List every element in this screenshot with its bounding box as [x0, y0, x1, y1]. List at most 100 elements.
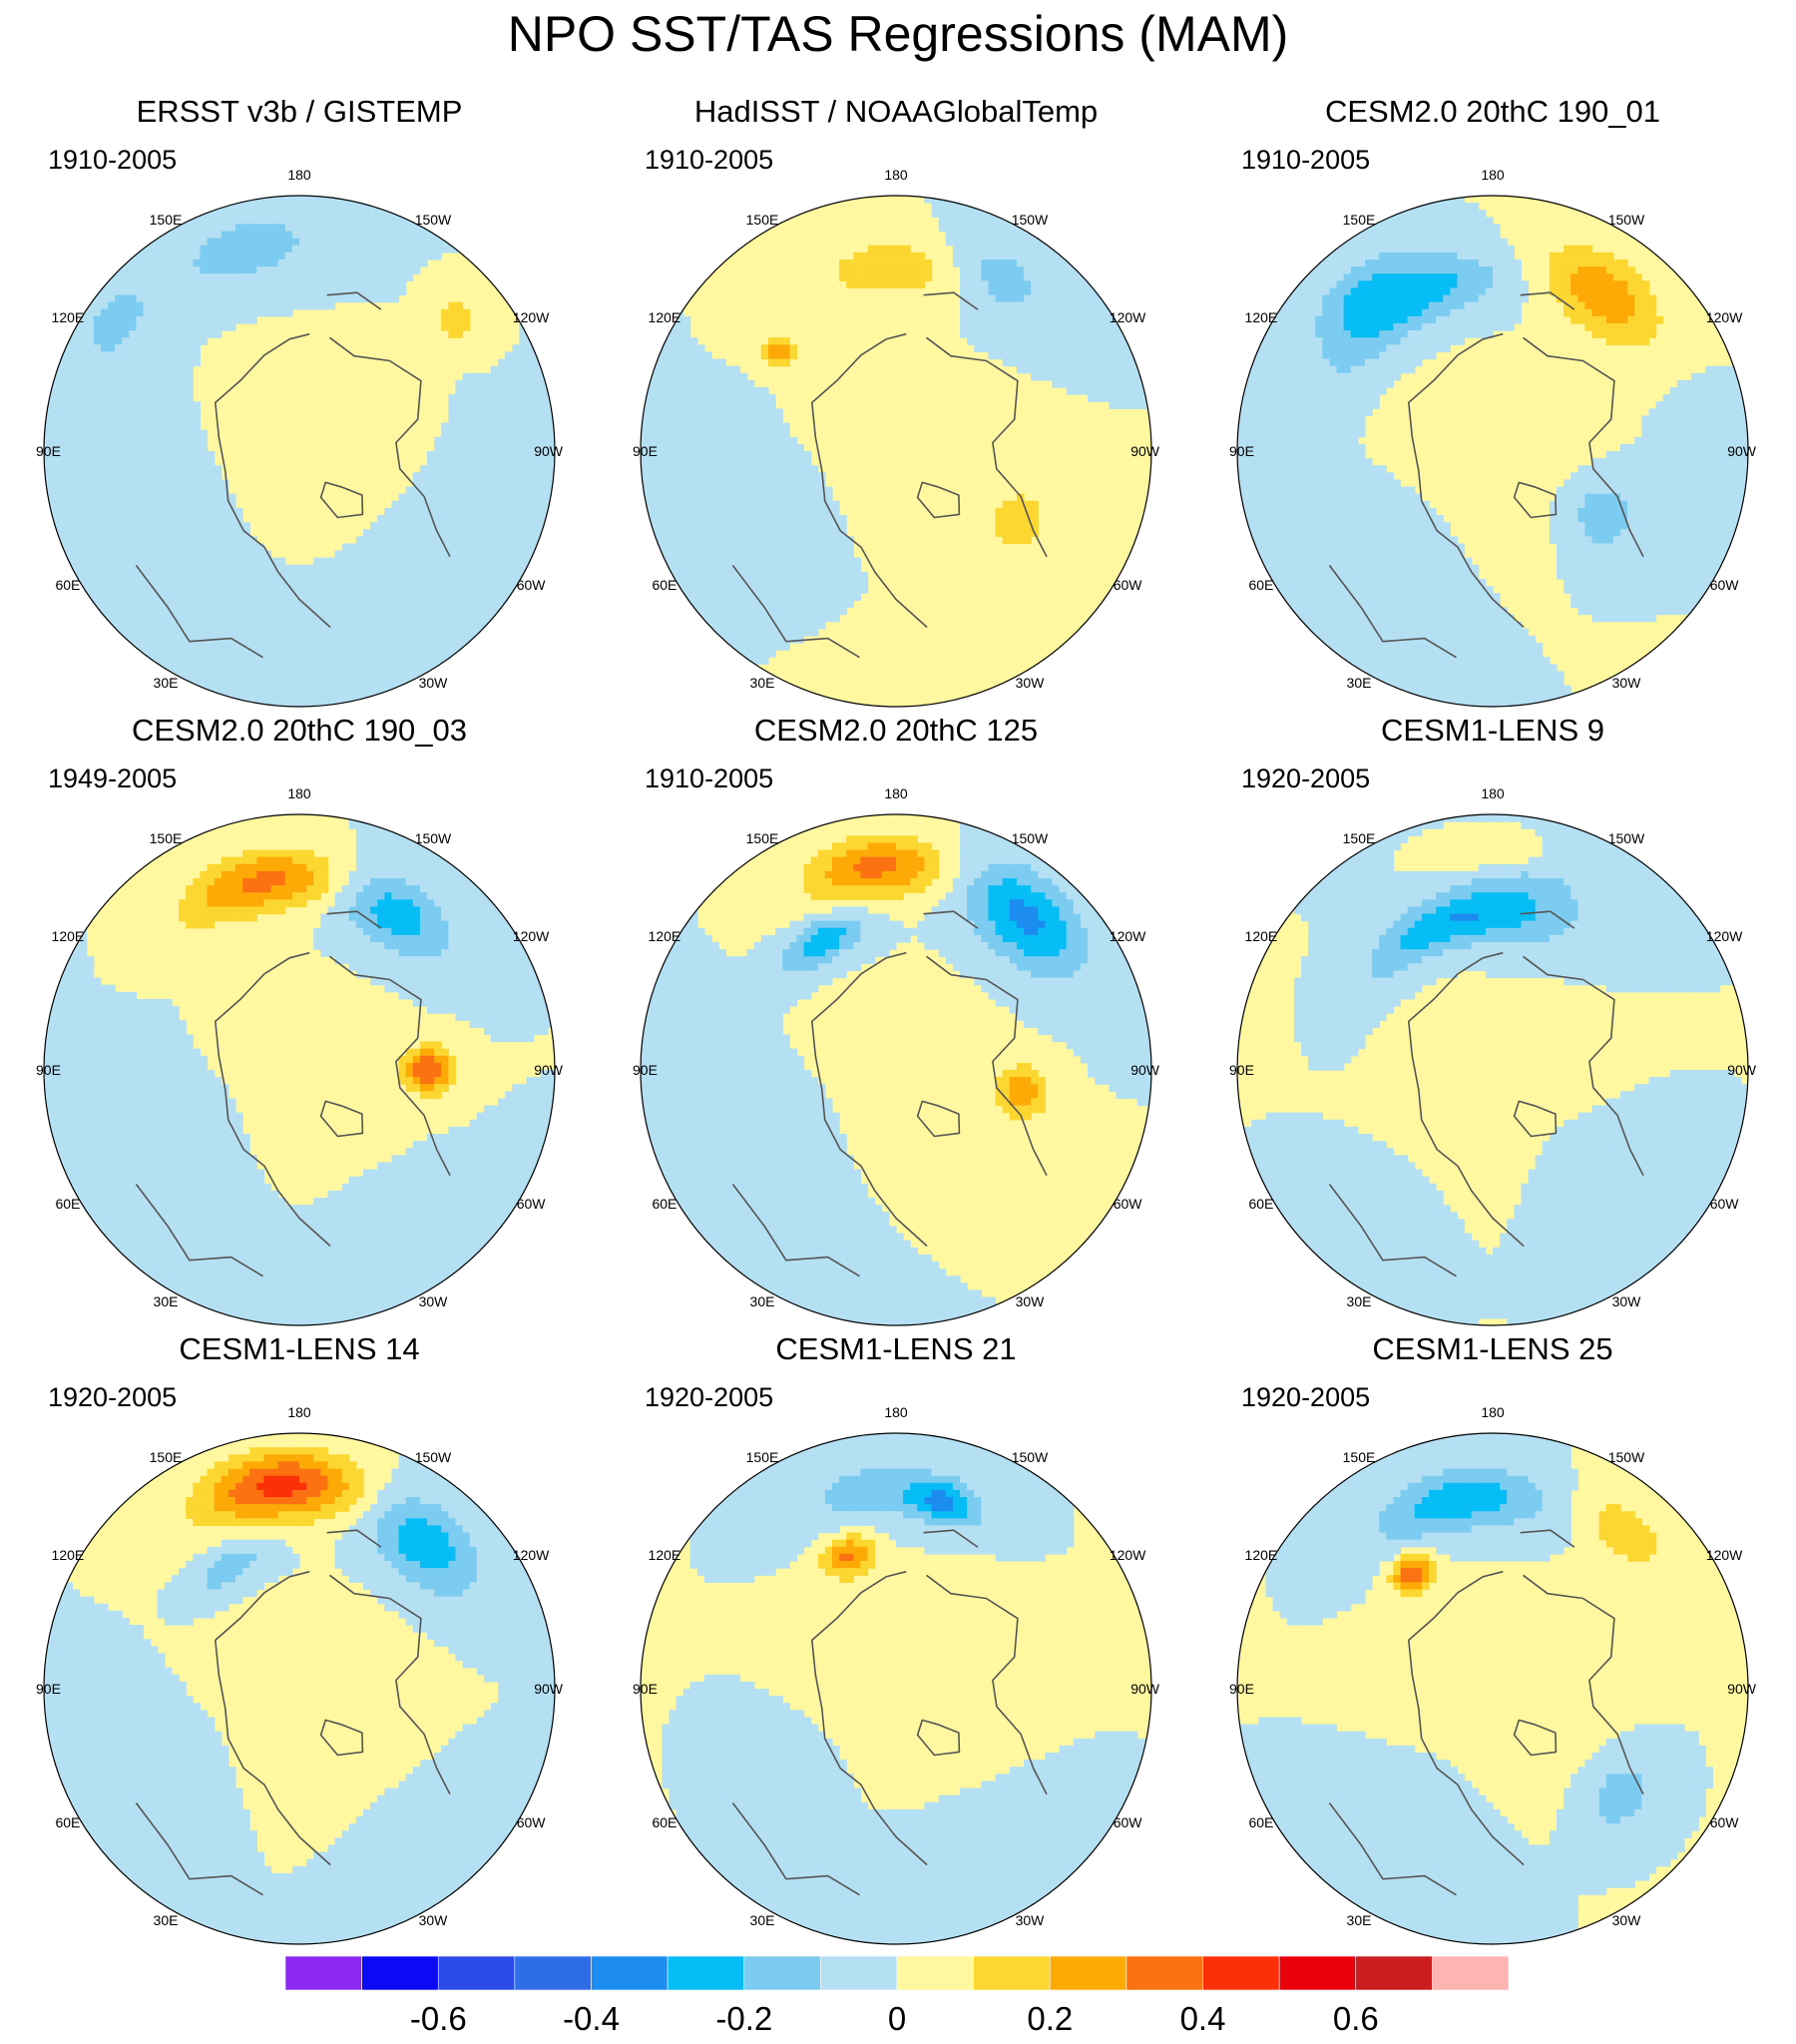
map-panel: CESM1-LENS 21 1920-2005 180 150E 120E 90E 60E 3…	[597, 1329, 1195, 1948]
longitude-label: 120W	[513, 309, 550, 325]
colorbar-swatch	[1049, 1956, 1127, 1991]
panel-period: 1920-2005	[48, 1381, 177, 1413]
longitude-label: 60W	[517, 1196, 547, 1212]
map-panel: ERSST v3b / GISTEMP 1910-2005 180 150E 120E 9…	[0, 92, 599, 711]
colorbar-tick-label: 0.2	[1027, 2000, 1073, 2037]
map-panel: CESM2.0 20thC 190_03 1949-2005 180 150E 120E…	[0, 711, 599, 1329]
map-boundary	[1236, 813, 1749, 1326]
longitude-label: 30W	[1612, 1912, 1642, 1928]
panel-period: 1910-2005	[48, 144, 177, 176]
longitude-label: 180	[287, 167, 311, 183]
panel-title: CESM1-LENS 25	[1193, 1329, 1792, 1369]
colorbar-swatch	[284, 1956, 362, 1991]
regression-field	[44, 196, 555, 707]
longitude-label: 180	[1481, 1404, 1505, 1420]
polar-map: 180150E120E90E60E30E030W60W90W120W150W	[1229, 167, 1757, 708]
colorbar-swatch	[1355, 1956, 1433, 1991]
longitude-label: 150E	[746, 212, 779, 228]
panel-period: 1920-2005	[645, 1381, 773, 1413]
panel-title: CESM1-LENS 14	[0, 1329, 599, 1369]
panel-title: CESM2.0 20thC 190_03	[0, 711, 599, 751]
longitude-label: 30E	[154, 1912, 179, 1928]
longitude-label: 90W	[1130, 443, 1160, 459]
map-panel: HadISST / NOAAGlobalTemp 1910-2005 180 150E…	[597, 92, 1195, 711]
panel-title: CESM1-LENS 9	[1193, 711, 1792, 751]
colorbar-tick-label: -0.4	[563, 2000, 620, 2037]
longitude-label: 30E	[1347, 675, 1372, 691]
longitude-label: 120W	[1110, 928, 1146, 944]
longitude-label: 60W	[1710, 1196, 1740, 1212]
panel-period: 1920-2005	[1241, 1381, 1370, 1413]
longitude-label: 150E	[150, 1449, 183, 1465]
longitude-label: 120W	[1706, 309, 1743, 325]
polar-map: 180150E120E90E60E30E030W60W90W120W150W	[1229, 785, 1757, 1326]
colorbar-tick-label: 0.6	[1333, 2000, 1379, 2037]
longitude-label: 150W	[415, 212, 452, 228]
longitude-label: 90E	[1229, 1681, 1254, 1697]
longitude-label: 150E	[1343, 830, 1376, 846]
longitude-label: 90W	[534, 1062, 564, 1078]
longitude-label: 150W	[1012, 830, 1049, 846]
colorbar-swatch	[437, 1956, 516, 1991]
coastlines	[1328, 910, 1644, 1278]
longitude-label: 30W	[1612, 1293, 1642, 1309]
longitude-label: 30W	[419, 675, 449, 691]
regression-field	[1237, 196, 1748, 707]
longitude-label: 120E	[649, 1547, 681, 1563]
longitude-label: 30E	[750, 675, 775, 691]
longitude-label: 60E	[652, 577, 676, 593]
map-panel: CESM1-LENS 25 1920-2005 180 150E 120E 90E 60E 3…	[1193, 1329, 1792, 1948]
longitude-label: 120E	[649, 309, 681, 325]
longitude-label: 30E	[154, 675, 179, 691]
colorbar-swatch	[820, 1956, 898, 1991]
longitude-label: 150E	[1343, 1449, 1376, 1465]
longitude-label: 120W	[513, 928, 550, 944]
longitude-label: 30E	[750, 1293, 775, 1309]
colorbar-tick-label: 0.4	[1180, 2000, 1226, 2037]
longitude-label: 30W	[1612, 675, 1642, 691]
colorbar-swatch	[514, 1956, 592, 1991]
longitude-label: 180	[884, 1404, 908, 1420]
colorbar-swatch	[361, 1956, 439, 1991]
regression-field	[44, 1433, 555, 1944]
longitude-label: 30E	[750, 1912, 775, 1928]
longitude-label: 90W	[534, 1681, 564, 1697]
coastlines	[135, 1529, 451, 1896]
map-panel: CESM2.0 20thC 190_01 1910-2005 180 150E 120E…	[1193, 92, 1792, 711]
longitude-label: 30W	[419, 1293, 449, 1309]
longitude-label: 60W	[1114, 1196, 1143, 1212]
coastlines	[135, 291, 451, 659]
panel-title: HadISST / NOAAGlobalTemp	[597, 92, 1195, 132]
map-boundary	[43, 1432, 556, 1945]
regression-field	[641, 196, 1151, 707]
regression-field	[641, 1433, 1151, 1944]
longitude-label: 90E	[36, 443, 61, 459]
map-boundary	[1236, 1432, 1749, 1945]
longitude-label: 60E	[1248, 1814, 1273, 1830]
longitude-label: 60E	[652, 1814, 676, 1830]
colorbar-swatch	[667, 1956, 745, 1991]
longitude-label: 60W	[517, 577, 547, 593]
map-boundary	[43, 195, 556, 708]
panel-title: CESM2.0 20thC 125	[597, 711, 1195, 751]
map-panel: CESM1-LENS 14 1920-2005 180 150E 120E 90E 60E 3…	[0, 1329, 599, 1948]
figure-title: NPO SST/TAS Regressions (MAM)	[0, 4, 1796, 64]
longitude-label: 150W	[1012, 212, 1049, 228]
longitude-label: 120E	[52, 1547, 85, 1563]
longitude-label: 180	[1481, 785, 1505, 801]
map-boundary	[640, 195, 1152, 708]
longitude-label: 120W	[1110, 309, 1146, 325]
longitude-label: 90W	[534, 443, 564, 459]
map-boundary	[1236, 195, 1749, 708]
longitude-label: 150E	[150, 212, 183, 228]
colorbar: -0.6 -0.4 -0.2 0 0.2 0.4 0.6	[284, 1956, 1510, 2037]
longitude-label: 60E	[652, 1196, 676, 1212]
longitude-label: 60W	[1710, 577, 1740, 593]
regression-field	[1237, 814, 1748, 1325]
longitude-label: 90E	[36, 1681, 61, 1697]
longitude-label: 60W	[1114, 1814, 1143, 1830]
longitude-label: 120E	[1245, 309, 1278, 325]
coastlines	[1328, 1529, 1644, 1896]
longitude-label: 60W	[1710, 1814, 1740, 1830]
longitude-label: 120E	[649, 928, 681, 944]
